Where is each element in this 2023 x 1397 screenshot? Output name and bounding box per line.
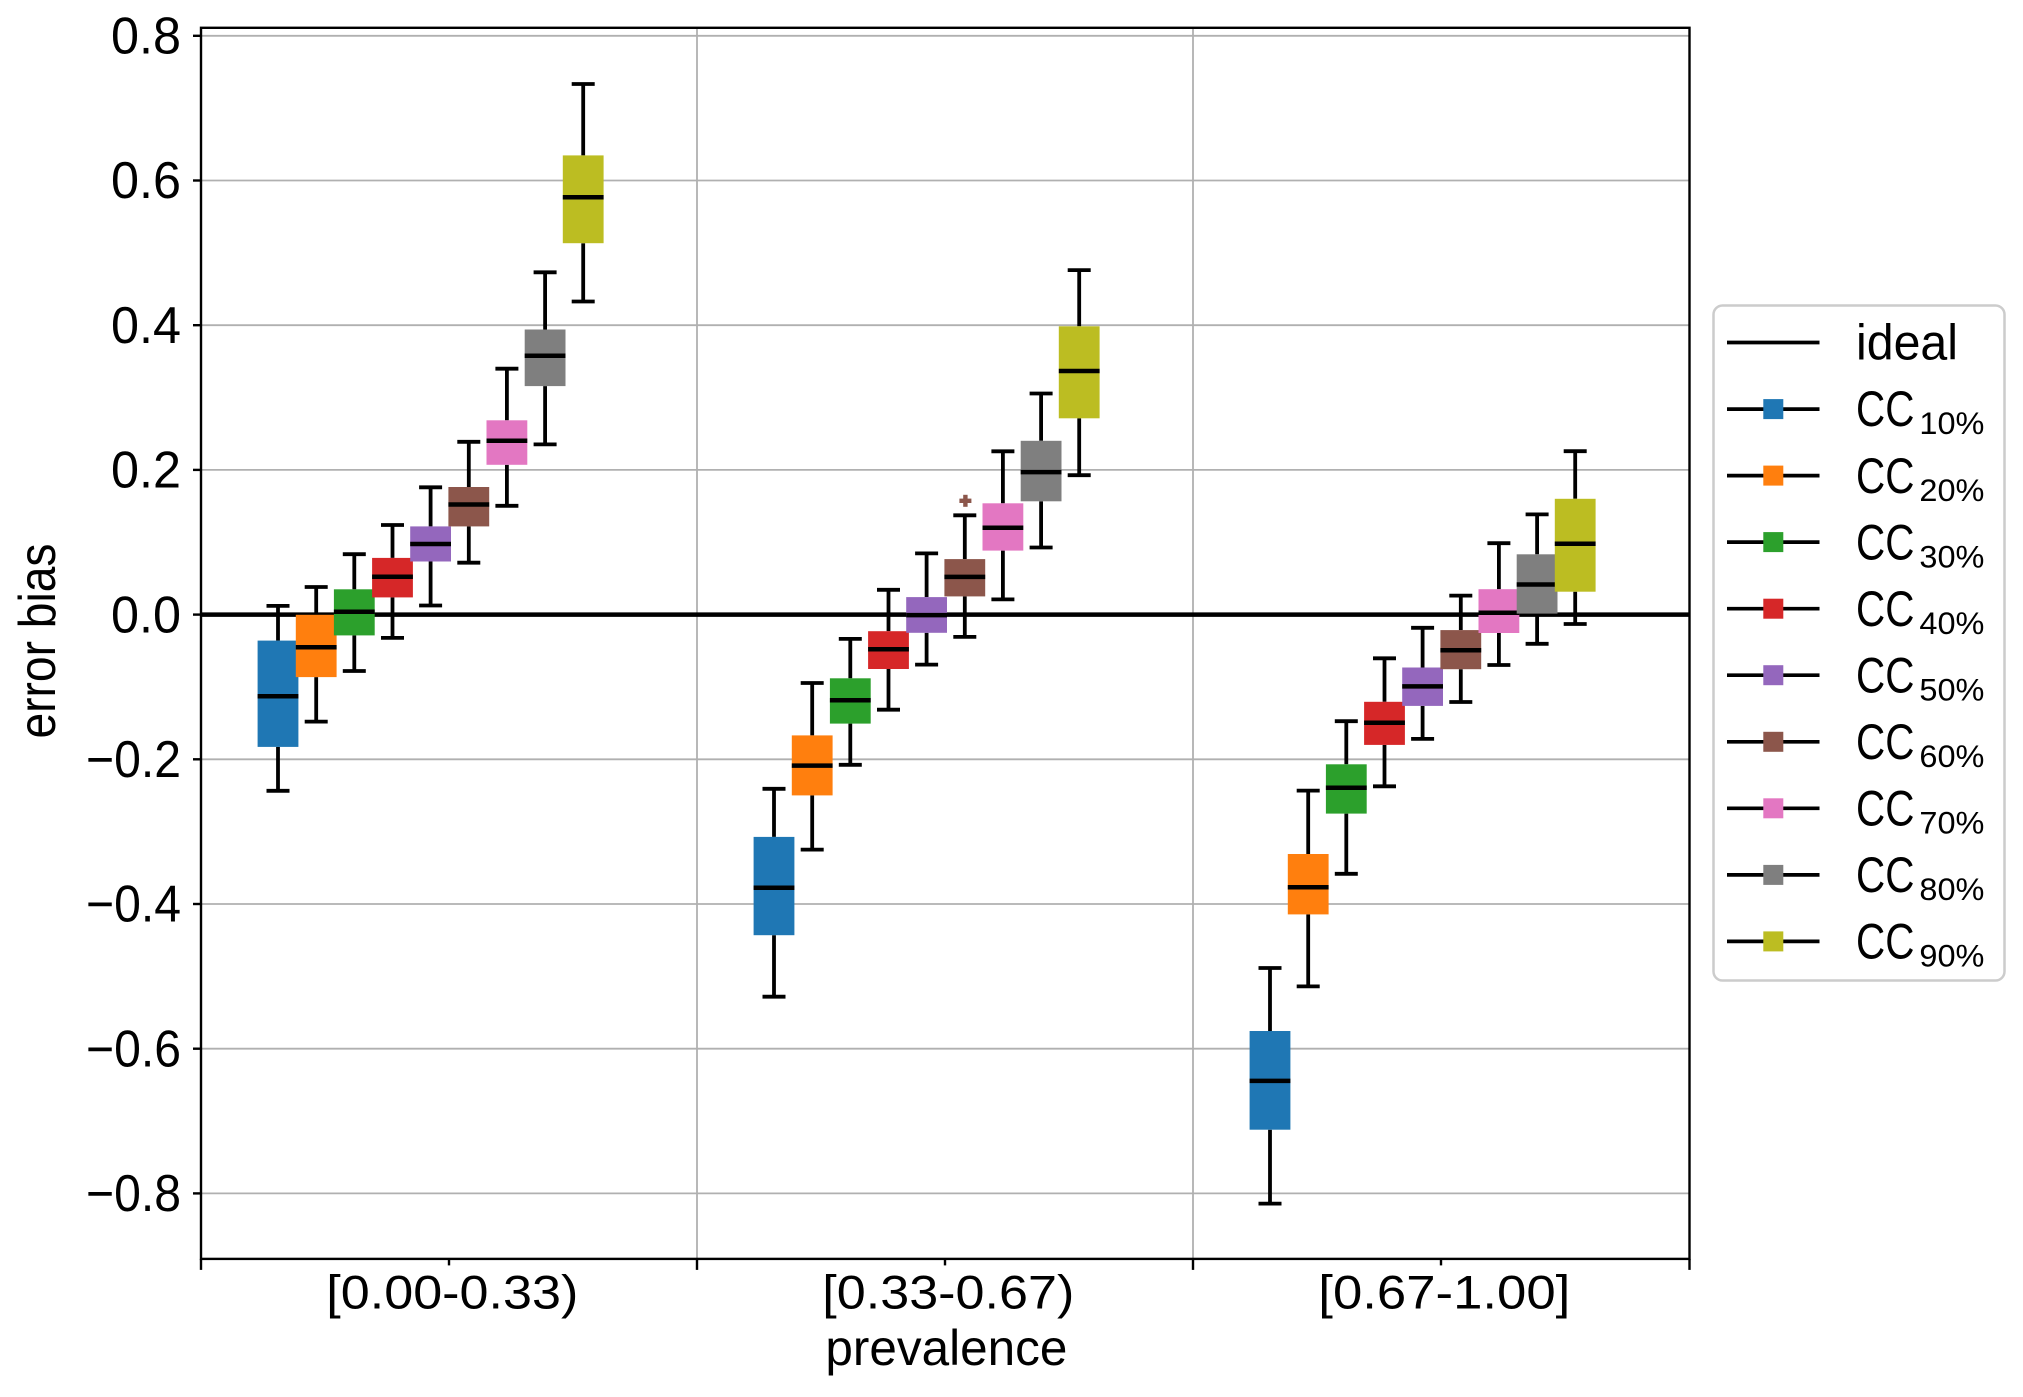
svg-text:80%: 80%: [1919, 871, 1984, 907]
svg-text:ideal: ideal: [1856, 315, 1958, 371]
svg-text:CC: CC: [1856, 714, 1914, 770]
svg-text:CC: CC: [1856, 381, 1914, 437]
svg-text:CC: CC: [1856, 448, 1914, 504]
svg-text:−0.6: −0.6: [86, 1019, 181, 1077]
svg-text:60%: 60%: [1919, 738, 1984, 774]
svg-text:50%: 50%: [1919, 672, 1984, 708]
svg-text:CC: CC: [1856, 514, 1914, 570]
svg-text:−0.2: −0.2: [86, 730, 181, 788]
svg-text:20%: 20%: [1919, 472, 1984, 508]
svg-text:CC: CC: [1856, 648, 1914, 704]
svg-text:error bias: error bias: [9, 544, 67, 739]
svg-text:CC: CC: [1856, 914, 1914, 970]
svg-text:70%: 70%: [1919, 805, 1984, 841]
svg-text:prevalence: prevalence: [825, 1320, 1067, 1376]
svg-text:0.6: 0.6: [111, 151, 181, 209]
svg-text:0.0: 0.0: [111, 585, 181, 643]
svg-text:10%: 10%: [1919, 405, 1984, 441]
svg-text:−0.4: −0.4: [86, 875, 181, 933]
svg-text:0.4: 0.4: [111, 296, 181, 354]
svg-text:[0.00-0.33): [0.00-0.33): [326, 1265, 578, 1318]
svg-text:CC: CC: [1856, 581, 1914, 637]
svg-text:CC: CC: [1856, 781, 1914, 837]
svg-text:40%: 40%: [1919, 605, 1984, 641]
svg-text:−0.8: −0.8: [86, 1164, 181, 1222]
svg-text:[0.33-0.67): [0.33-0.67): [822, 1265, 1074, 1318]
svg-text:0.8: 0.8: [111, 7, 181, 65]
svg-text:0.2: 0.2: [111, 441, 181, 499]
svg-text:90%: 90%: [1919, 938, 1984, 974]
svg-text:[0.67-1.00]: [0.67-1.00]: [1318, 1265, 1570, 1318]
svg-text:CC: CC: [1856, 847, 1914, 903]
svg-text:30%: 30%: [1919, 538, 1984, 574]
